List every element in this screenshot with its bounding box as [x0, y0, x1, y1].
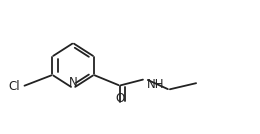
Text: O: O: [115, 92, 124, 105]
Text: Cl: Cl: [9, 80, 20, 93]
Text: N: N: [69, 76, 77, 89]
Text: NH: NH: [147, 78, 164, 91]
